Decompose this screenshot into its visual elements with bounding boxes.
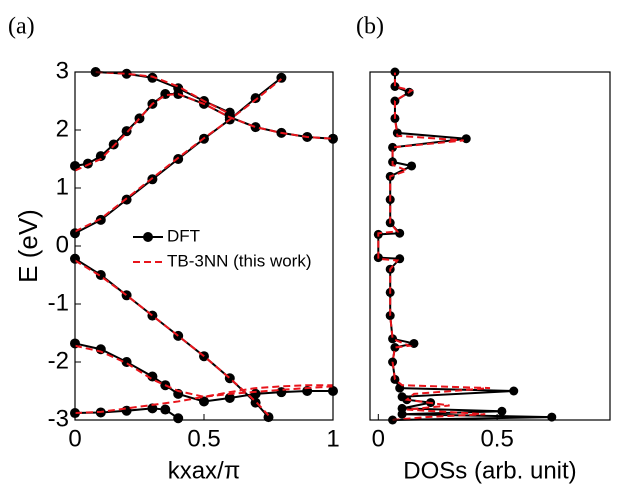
dos-point [407,161,417,171]
band-line [74,259,270,417]
panel-label: (a) [8,14,35,40]
dos-point [390,343,400,352]
band-point [147,72,158,83]
dos-point [388,334,398,344]
y-tick-label: -2 [48,347,69,374]
x-axis-label: kxax/π [168,457,241,484]
band-point [224,107,235,118]
x-tick-label: 0 [68,425,81,452]
band-point [95,214,106,225]
y-axis-label: E (eV) [13,209,43,283]
band-point [199,396,209,407]
band-line [74,93,334,172]
band-point [95,270,106,280]
dos-point [461,134,471,144]
panel-label: (b) [356,14,384,40]
x-tick-label: 1 [326,425,339,452]
x-axis-label: DOSs (arb. unit) [403,457,576,484]
y-tick-label: -3 [48,405,69,432]
band-point [224,392,235,403]
legend-label: DFT [167,226,200,245]
legend-label: TB-3NN (this work) [167,251,312,270]
y-tick-label: 1 [56,173,69,200]
y-tick-label: 3 [56,57,69,84]
y-tick-label: 2 [56,115,69,142]
dos-point [390,82,400,91]
band-point [95,344,106,355]
x-tick-label: 0.5 [187,425,220,452]
band-point [108,139,119,150]
band-point [160,404,171,415]
band-line [74,344,333,398]
dos-point [509,386,519,396]
dos-point [397,392,407,402]
band-point [95,151,106,162]
dos-point [397,403,407,413]
dos-point [497,406,507,416]
y-tick-label: 0 [56,231,69,258]
band-point [173,413,184,424]
plot-frame [74,71,334,421]
band-point [147,403,158,414]
dos-line [377,72,491,421]
dos-point [547,412,557,422]
dos-point [388,142,398,152]
plot-frame [369,71,611,421]
band-point [250,122,261,133]
band-line [95,71,231,115]
y-tick-label: -1 [48,289,69,316]
band-point [276,72,287,83]
band-line [74,78,283,233]
band-line [74,385,334,415]
dos-point [409,338,419,348]
x-tick-label: 0 [372,425,385,452]
band-point [121,68,132,79]
dos-line [377,72,552,421]
legend-marker [143,232,153,242]
x-tick-label: 0.5 [480,425,513,452]
